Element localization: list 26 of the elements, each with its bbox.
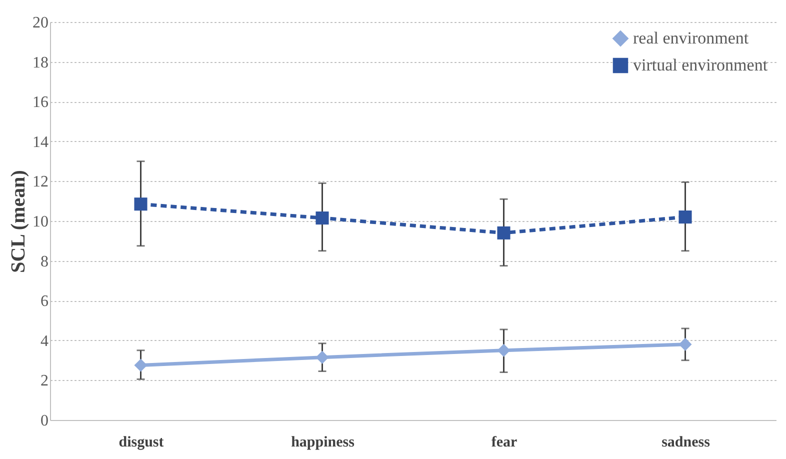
point — [678, 338, 692, 351]
y-tick-label: 20 — [32, 14, 48, 32]
y-tick-label: 12 — [32, 174, 48, 191]
y-tick-label: 18 — [32, 54, 48, 72]
point — [134, 358, 148, 372]
point — [497, 344, 510, 357]
y-tick-label: 8 — [40, 253, 48, 270]
x-tick-label: sadness — [662, 434, 710, 450]
y-tick-label: 4 — [40, 332, 48, 350]
y-tick-label: 0 — [40, 412, 48, 430]
y-tick-label: 6 — [40, 293, 48, 310]
point — [678, 210, 692, 224]
y-tick-label: 10 — [32, 214, 48, 230]
point — [316, 211, 329, 225]
point — [316, 350, 329, 364]
point — [497, 226, 510, 240]
legend-label: real environment — [633, 28, 749, 48]
legend-label: virtual environment — [633, 56, 768, 74]
y-axis-title: SCL (mean) — [8, 170, 30, 273]
x-tick-label: disgust — [118, 434, 164, 450]
x-tick-label: fear — [491, 434, 518, 450]
y-tick-label: 2 — [40, 372, 48, 390]
point — [134, 198, 148, 211]
y-tick-label: 16 — [32, 94, 48, 112]
y-tick-label: 14 — [32, 134, 48, 151]
x-tick-label: happiness — [291, 434, 355, 450]
